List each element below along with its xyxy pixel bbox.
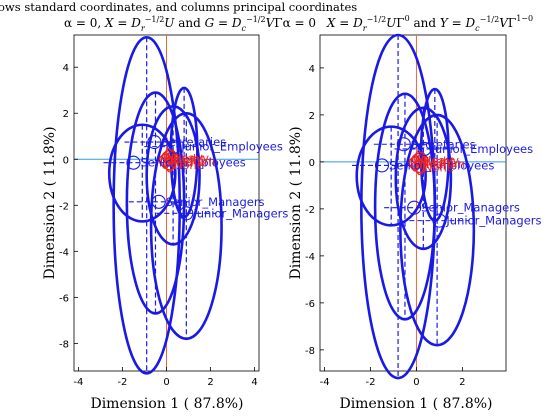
- y-tick-label: -4: [59, 247, 69, 258]
- y-tick-label: -2: [59, 201, 69, 212]
- x-tick-label: 2: [207, 377, 213, 388]
- row-point-marker: [417, 141, 432, 157]
- row-point-label: Junior_Employees: [180, 140, 283, 154]
- y-tick-label: 0: [309, 158, 315, 169]
- x-tick-label: 0: [163, 377, 169, 388]
- figure-suptitle: ows standard coordinates, and columns pr…: [0, 0, 357, 14]
- column-point-marker: [412, 152, 426, 167]
- row-point-marker: [396, 137, 411, 152]
- row-point-marker: [374, 158, 390, 173]
- y-tick-label: 4: [309, 64, 315, 75]
- column-point-label: Heavy: [423, 154, 460, 168]
- row-point-label: Secretaries: [411, 137, 476, 151]
- x-tick-label: 0: [413, 377, 419, 388]
- subplot-left-ylabel: Dimension 2 ( 11.8%): [42, 126, 58, 279]
- column-point-label: Light: [176, 152, 205, 166]
- x-tick-label: -2: [366, 377, 376, 388]
- subplot-left-xlabel: Dimension 1 ( 87.8%): [90, 396, 243, 412]
- row-point-label: Senior_Employees: [389, 158, 494, 172]
- subplot-right-frame: [319, 34, 507, 372]
- x-tick-label: 4: [251, 377, 257, 388]
- subplot-left: α = 0, X = Dr−1/2U and G = Dc−1/2VΓα = 0…: [42, 15, 316, 412]
- row-point-label: Junior_Employees: [430, 142, 533, 156]
- row-point-marker: [167, 139, 182, 154]
- y-tick-label: -8: [59, 339, 69, 350]
- x-tick-label: -2: [117, 377, 127, 388]
- y-tick-label: -2: [305, 205, 315, 216]
- row-point-label: Junior_Managers: [445, 214, 541, 228]
- y-tick-label: 2: [309, 111, 315, 122]
- subplot-left-title: α = 0, X = Dr−1/2U and G = Dc−1/2VΓα = 0: [64, 15, 316, 33]
- y-tick-label: 0: [63, 155, 69, 166]
- column-point-label: Medium: [169, 154, 215, 168]
- column-point-ellipse: [415, 157, 425, 176]
- row-point-marker: [179, 206, 194, 221]
- row-point-label: Junior_Managers: [192, 206, 288, 220]
- row-point-label: Senior_Employees: [140, 156, 245, 170]
- row-point-label: Secretaries: [161, 135, 226, 149]
- row-point-marker: [147, 134, 162, 150]
- y-tick-label: -8: [305, 346, 315, 357]
- column-point-label: None: [424, 161, 454, 175]
- row-point-label: Senior_Managers: [166, 195, 265, 209]
- subplot-right: X = Dr−1/2UΓ0 and Y = Dc−1/2VΓ1−0 Secret…: [288, 14, 541, 412]
- row-point-marker: [151, 194, 166, 209]
- x-tick-label: 2: [459, 377, 465, 388]
- subplot-right-xlabel: Dimension 1 ( 87.8%): [339, 396, 492, 412]
- y-tick-label: -6: [59, 293, 69, 304]
- row-point-label: Senior_Managers: [421, 201, 520, 215]
- column-point-marker: [163, 157, 177, 171]
- column-point-label: Medium: [419, 157, 465, 171]
- column-point-marker: [413, 159, 427, 174]
- x-tick-label: -4: [320, 377, 330, 388]
- column-point-label: Light: [426, 155, 455, 169]
- y-tick-label: -6: [305, 299, 315, 310]
- x-tick-label: -4: [73, 377, 83, 388]
- row-point-marker: [432, 213, 447, 228]
- y-tick-label: 4: [63, 63, 69, 74]
- column-point-label: Heavy: [173, 151, 210, 165]
- row-point-marker: [126, 155, 141, 170]
- subplot-right-ylabel: Dimension 2 ( 11.8%): [288, 126, 304, 279]
- subplot-right-title: X = Dr−1/2UΓ0 and Y = Dc−1/2VΓ1−0: [326, 14, 533, 33]
- column-point-label: None: [174, 158, 204, 172]
- y-tick-label: -4: [305, 252, 315, 263]
- column-point-ellipse: [165, 155, 175, 173]
- y-tick-label: 2: [63, 109, 69, 120]
- row-point-marker: [407, 200, 422, 215]
